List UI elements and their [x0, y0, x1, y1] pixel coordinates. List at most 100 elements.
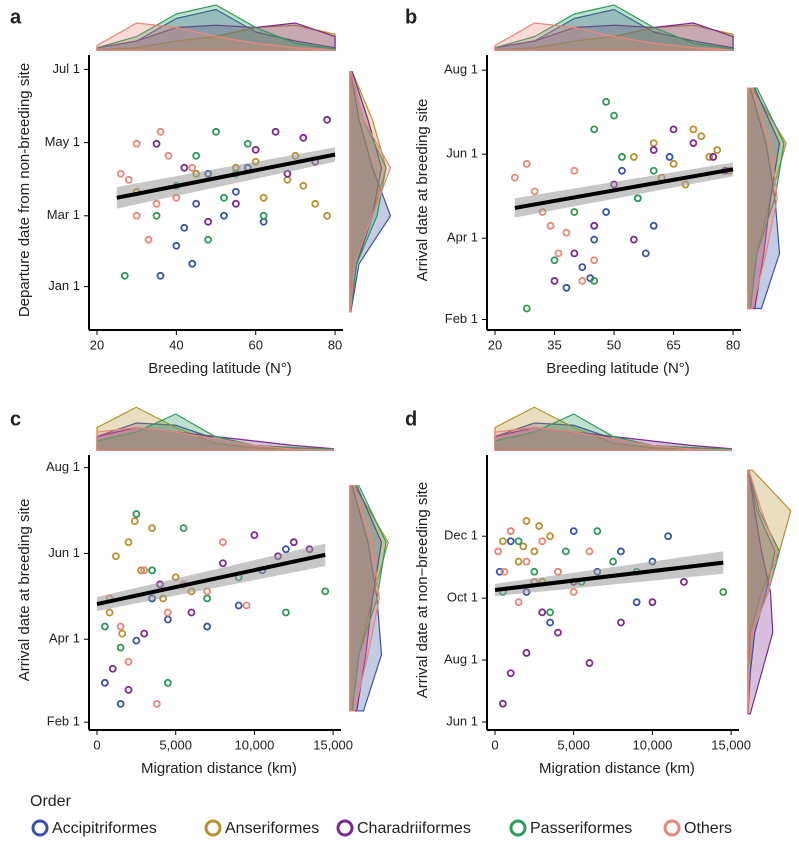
point: [231, 199, 240, 208]
y-tick-label: Feb 1: [445, 311, 478, 326]
point: [602, 97, 610, 106]
point: [705, 153, 714, 161]
point: [610, 111, 618, 120]
confidence-band: [97, 543, 326, 612]
y-tick-label: Jul 1: [53, 61, 80, 76]
point: [124, 657, 133, 666]
point: [617, 618, 625, 627]
panel-letter: b: [405, 6, 417, 28]
point: [299, 133, 308, 142]
point: [578, 277, 587, 285]
point: [152, 139, 161, 148]
top-density: [494, 22, 734, 51]
x-tick-label: 65: [666, 337, 680, 352]
legend-label: Passeriformes: [530, 820, 632, 837]
point: [259, 211, 268, 220]
point: [713, 146, 722, 154]
point: [569, 588, 578, 596]
point: [250, 531, 259, 540]
point: [234, 601, 243, 610]
point: [680, 577, 688, 586]
x-tick-label: 40: [169, 337, 183, 352]
point: [251, 145, 260, 154]
y-tick-label: Feb 1: [47, 714, 80, 729]
point: [554, 628, 562, 637]
point: [498, 537, 507, 546]
point: [550, 277, 559, 285]
point: [514, 598, 523, 607]
point: [510, 173, 519, 182]
point: [188, 163, 197, 172]
y-axis-label: Arrival date at breeding site: [414, 99, 431, 282]
point: [562, 228, 571, 237]
x-tick-label: 0: [491, 737, 498, 752]
point: [590, 277, 599, 285]
point: [164, 151, 173, 160]
point: [152, 199, 161, 208]
point: [120, 271, 129, 280]
right-density: [747, 87, 778, 310]
x-tick-label: 10,000: [235, 737, 275, 752]
point: [220, 193, 228, 202]
y-axis-label: Arrival date at non−breeding site: [414, 482, 431, 698]
point: [530, 187, 539, 196]
point: [219, 538, 227, 547]
top-density: [96, 426, 334, 451]
y-tick-label: Jan 1: [48, 278, 80, 293]
point: [522, 159, 531, 168]
point: [538, 608, 547, 617]
x-axis-label: Breeding latitude (N°): [546, 360, 690, 377]
panel-letter: a: [10, 6, 22, 28]
point: [689, 139, 698, 148]
point: [188, 259, 197, 268]
point: [289, 538, 298, 547]
point: [522, 649, 531, 657]
point: [617, 547, 625, 556]
legend-marker: [663, 819, 681, 837]
point: [231, 187, 240, 196]
point: [664, 532, 673, 541]
point: [669, 125, 678, 134]
point: [570, 166, 579, 175]
top-density: [494, 426, 732, 451]
point: [530, 567, 539, 576]
y-tick-label: May 1: [45, 134, 80, 149]
x-tick-label: 15,000: [313, 737, 353, 752]
point: [282, 608, 290, 617]
point: [602, 208, 610, 216]
point: [697, 132, 706, 141]
point: [132, 510, 141, 518]
x-tick-label: 80: [726, 337, 740, 352]
y-tick-label: Jun 1: [446, 146, 478, 161]
point: [299, 181, 308, 190]
point: [152, 211, 161, 220]
point: [219, 559, 227, 568]
fit-line: [96, 552, 326, 607]
point: [590, 235, 599, 244]
legend-title: Order: [30, 793, 72, 810]
point: [585, 547, 594, 556]
point: [535, 522, 543, 530]
point: [514, 557, 523, 566]
right-density: [747, 469, 778, 714]
x-tick-label: 0: [93, 737, 100, 752]
x-tick-label: 50: [607, 337, 621, 352]
point: [203, 594, 212, 603]
point: [649, 221, 658, 230]
panel-letter: c: [10, 408, 21, 430]
legend-marker: [31, 819, 49, 837]
point: [172, 241, 181, 250]
point: [321, 587, 330, 596]
point: [618, 153, 626, 161]
point: [179, 524, 188, 533]
point: [220, 211, 228, 220]
point: [152, 700, 161, 708]
point: [116, 622, 125, 631]
point: [530, 547, 539, 556]
point: [538, 537, 547, 546]
point: [554, 249, 563, 258]
fit-line: [116, 152, 336, 200]
point: [180, 223, 189, 232]
point: [585, 659, 594, 667]
point: [140, 629, 149, 638]
